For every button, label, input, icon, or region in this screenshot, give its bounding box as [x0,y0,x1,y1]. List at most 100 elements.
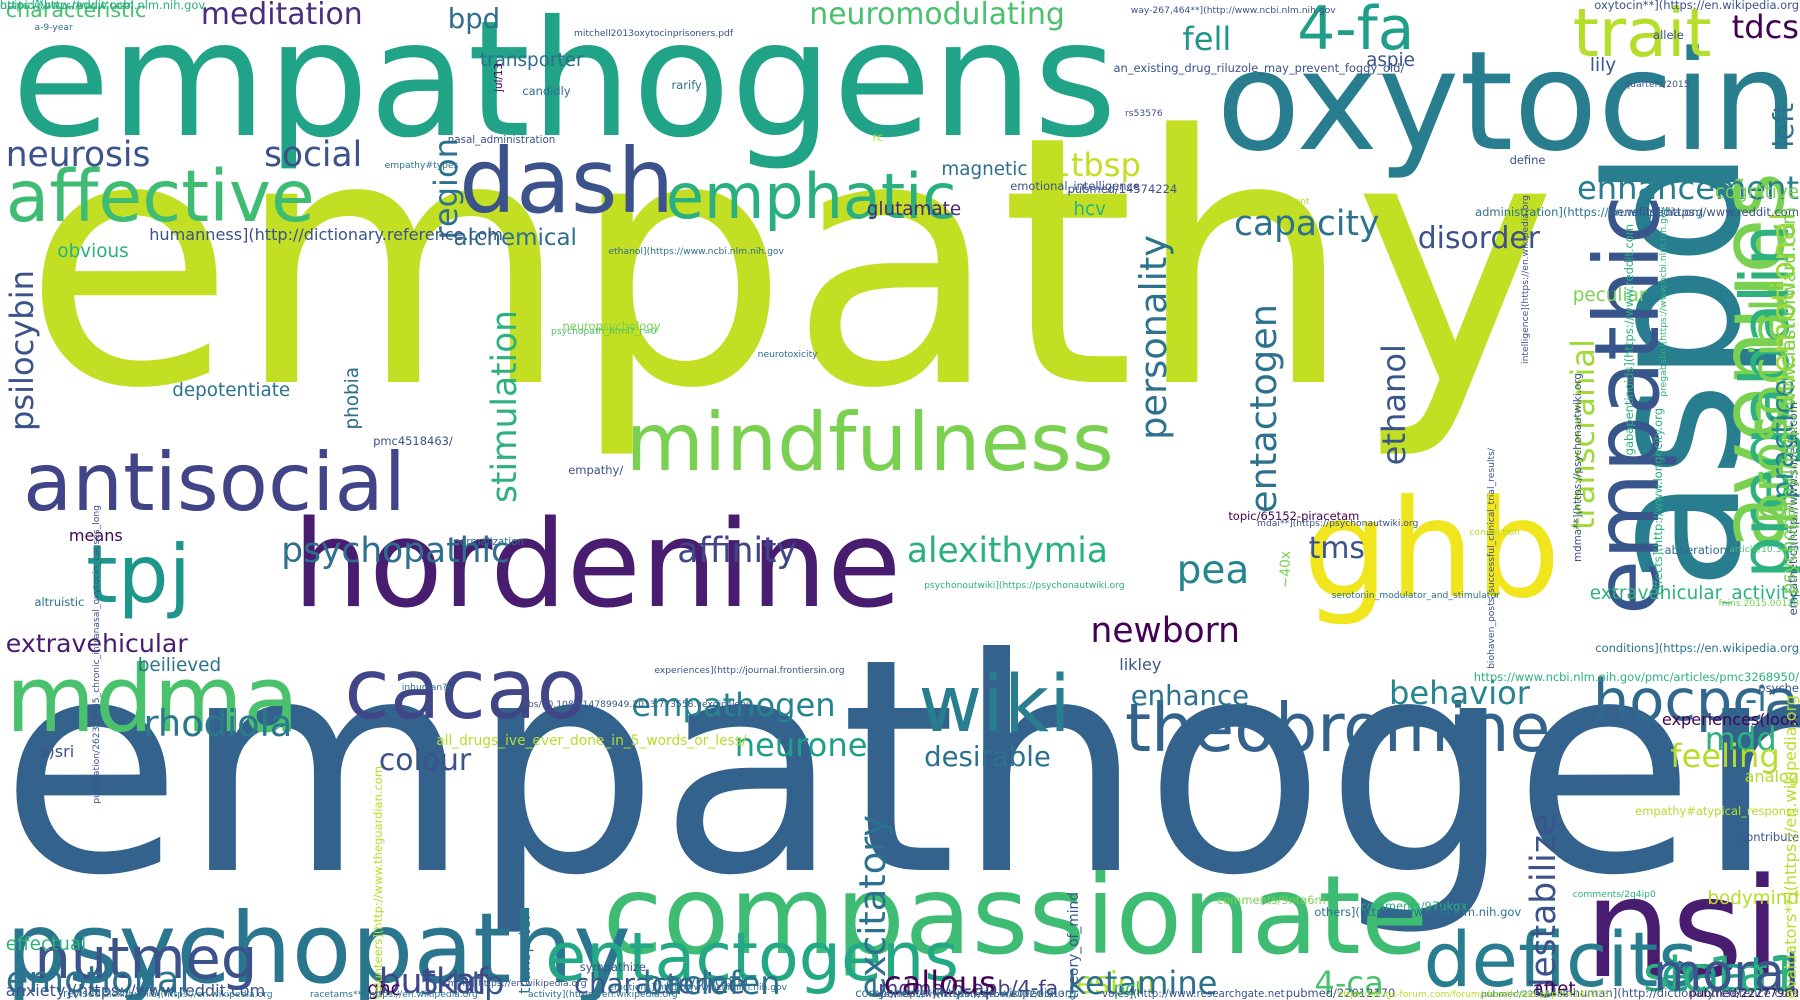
word-mitchell2013oxytocinprisoners-pdf: mitchell2013oxytocinprisoners.pdf [573,27,734,39]
word-connection: connection [1469,527,1520,539]
word-candidly: candidly [522,84,571,99]
word-antisocial: antisocial [22,434,406,529]
word-social: social [264,134,363,175]
word-behavior: behavior [1389,674,1531,713]
word-oxytocin-https-en-wikipedia-org: oxytocin**](https://en.wikipedia.org [1594,0,1799,12]
word-age-http-www-nytimes-com-2012-05-13: age](http://www.nytimes.com/2012/05/13 [872,988,1065,1000]
word-pubmed-22511482: pubmed/22511482 [1480,988,1569,1000]
word-meditation: meditation [200,0,363,32]
word-voles-http-www-researchgate-net: voles](http://www.researchgate.net [1102,987,1285,1000]
word-gabapentinoids-https-www-reddit-com: gabapentinoids](https://www.reddit.com [1622,223,1637,456]
word-https-www-reddit-com: https://www.reddit.com [0,0,134,12]
word-psychopathy: psychopathy [5,892,631,1000]
word-experiences-http-journal-frontiersin-org: experiences](http://journal.frontiersin.… [654,664,845,676]
word-others-http-www-ncbi-nlm-nih-gov: others](http://www.ncbi.nlm.nih.gov [1314,904,1522,919]
word-i: -i [1744,680,1767,721]
word-neurosis: neurosis [5,134,151,175]
word-biohaven-posts-successful-clinical-trial-results: biohaven_posts_successful_clinical_trial… [1485,447,1497,669]
word-https-www-ncbi-nlm-nih-gov-pmc-articles-pmc3268950: https://www.ncbi.nlm.nih.gov/pmc/article… [1473,669,1799,684]
word-rs53576: rs53576 [1125,108,1163,120]
word-callous: callous [883,963,996,1000]
word-mdma-https-psychonautwiki-org: mdma**](https://psychonautwiki.org [1571,373,1584,562]
word-emphatic: emphatic [665,160,957,234]
word-tdcs: tdcs [1731,8,1799,47]
word-administration-https-en-wikipedia-org: administration](https://en.wikipedia.org [1475,204,1704,219]
word-destabilize: destabilize [1523,813,1564,999]
word-capacity: capacity [1234,203,1380,244]
word-mdma: mdma [5,646,300,754]
word-analog: analog [1744,767,1799,787]
word-enhancement: enhancement [1577,169,1799,208]
word-feeling: feeling [1670,737,1780,776]
word-inhuman-s: inhuman?s [401,682,452,694]
word-mdma-6-apb-4-fa: mdma/6-apb/4-fa [878,976,1059,1000]
word-opioid-http-www-ncbi-nlm-nih-gov: opioid](http://www.ncbi.nlm.nih.gov [0,0,206,12]
word-emotional: emotional [5,958,190,1000]
word-eaat3: eaat3 [1660,946,1799,1000]
word-4-ca: 4-ca [1314,963,1384,1000]
word-a-9-year: a-9-year [34,21,73,33]
word-psyche: psyche [1758,681,1799,696]
word-jul-13: jul/13 [492,63,505,93]
word-alexithymia-https-en-wikipedia-org: alexithymia](https://en.wikipedia.org [103,988,273,1000]
word-mind-https-en-wikipedia-org: mind](https://en.wikipedia.org [447,978,587,990]
word-empathy-atypical-response: empathy#atypical_response [1635,803,1799,818]
word-slc1a1: slc1a1 [1643,946,1799,1000]
word-entactogens: entactogens [545,918,959,997]
word-alexithymia: alexithymia [906,530,1108,571]
word-theobromine: theobromine [1125,688,1551,767]
word-nutmeg: nutmeg [34,924,258,992]
word-sympathize: sympathize [579,959,646,974]
word-psychonoutwiki-https-psychonautwiki-org: psychonoutwiki](https://psychonautwiki.o… [924,579,1125,591]
word-empathogens: empathogens [11,0,1118,173]
word-racetams-https-en-wikipedia-org: racetams**](https://en.wikipedia.org [309,988,478,1000]
word-pea: pea [1176,548,1250,594]
word-lesion: lesion [1067,966,1156,1000]
word-allele: allele [1653,27,1684,42]
word-conditions-https-en-wikipedia-org: conditions](https://en.wikipedia.org [1595,640,1799,655]
word-psychopathic: psychopathic [281,530,510,571]
word-contribute: contribute [1739,830,1800,845]
word-glutamate: glutamate [866,198,962,220]
word-experiences-look: experiences(look [1661,709,1799,729]
word-quarters-2015: quarters/2015 [1624,79,1690,91]
word-fell: fell [1182,19,1232,58]
word-extravehicular-activity: extravehicular_activity [1589,583,1799,605]
word-enhance: enhance [1130,680,1250,713]
word-benefits-https-www-reddit-com: benefits](https://www.reddit.com [1609,204,1799,219]
word-bpd: bpd [447,2,501,35]
word-empathogen: empathogen [631,685,836,724]
word-normalization: normalization [453,536,525,549]
word-https-drugs-forum-com-forum-showthread-php-t-142073: https://drugs-forum.com/forum/showthread… [1337,988,1609,1000]
word-neuropsychology: neuropsychology [562,319,661,334]
word-effects-http-www-longecity-org: effects](http://www.longecity.org [1651,407,1666,595]
word-1tbsp: 1tbsp [1050,146,1141,185]
word-extravehicular: extravehicular [5,629,188,659]
word-region: region [427,137,466,240]
word-nsi: nsi [1584,849,1782,1000]
word-revised: revised [63,987,101,1000]
word-disorder: disorder [1417,220,1541,256]
word-effectual: effectual [5,933,87,955]
word-personality: personality [1132,235,1176,441]
word-stimulation: stimulation [484,309,525,503]
word-obvious: obvious [57,241,129,263]
word-psilocybin: psilocybin [2,269,41,431]
word-anxiety-https-www-reddit-com: anxiety](https://www.reddit.com [5,980,266,1000]
word-baclofen: baclofen [642,963,781,1000]
word-psychopathy-http-www-fastforward-com: psychopathy](http://www.fastforward.com [1778,206,1800,594]
word-affective: affective [5,154,315,238]
word-nasal-administration: nasal_administration [447,134,556,147]
word-beilieved: beilieved [137,654,222,676]
word-neurodevelopment: neurodevelopment [1222,196,1310,208]
word-entactogen: entactogen [1241,304,1285,514]
word-inhuman-http-dictionary-reference-com: inhuman](http://dictionary.reference.com [1562,985,1799,1000]
word-s-sri: s)sri [40,741,75,761]
word-peculiar: peculiar [1572,284,1647,306]
word-empathy: empathy/ [568,462,624,477]
word-hcv: hcv [1073,198,1106,220]
word-empathy: empathy [22,62,1558,464]
word-theory-of-mind: theory_of_mind [1065,892,1082,999]
word-ethanol-https-www-ncbi-nlm-nih-gov: ethanol](https://www.ncbi.nlm.nih.gov [608,245,784,257]
word-cognitive: cognitive [1714,181,1799,203]
